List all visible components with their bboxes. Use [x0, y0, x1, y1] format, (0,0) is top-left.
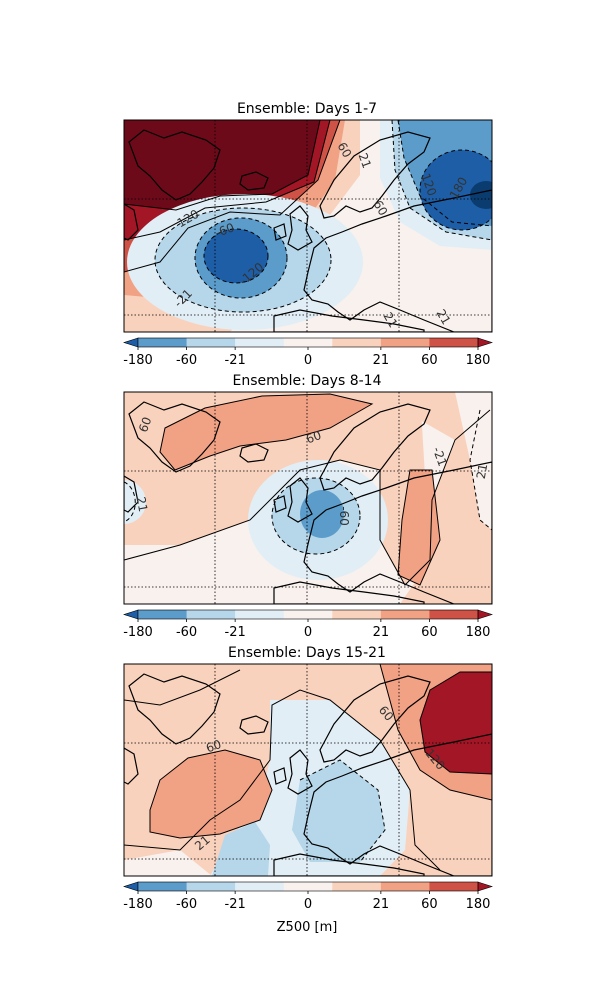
colorbar-segment	[429, 338, 479, 347]
colorbar-segment	[138, 610, 188, 619]
contour-label: 60	[136, 415, 154, 434]
colorbar-segment	[138, 338, 188, 347]
colorbar-tick-label: -60	[176, 353, 197, 368]
colorbar-tick-label: 0	[304, 897, 312, 912]
colorbar-tick-label: -21	[225, 625, 246, 640]
contour-label: 21	[134, 496, 150, 513]
colorbar-segment	[235, 882, 285, 891]
colorbar-tick-label: 60	[421, 625, 438, 640]
colorbars: -180 -60 -21 0 21 60 180-180 -60 -21 0 21 60 180-180…	[123, 337, 493, 912]
colorbar-tick-label: 60	[421, 353, 438, 368]
contour-label: 60	[204, 737, 223, 755]
colorbar-label: Z500 [m]	[277, 920, 338, 935]
map-frame	[123, 119, 493, 333]
colorbar-tick-label: 60	[421, 897, 438, 912]
colorbar-tick-label: -180	[123, 353, 153, 368]
colorbar-tick-label: -180	[123, 897, 153, 912]
colorbar-segment	[186, 338, 236, 347]
colorbar-segment	[186, 610, 236, 619]
panel-days-15-21: Ensemble: Days 15-21	[123, 645, 493, 877]
colorbar-segment	[332, 338, 382, 347]
colorbar-tick-label: 180	[466, 625, 491, 640]
colorbar-segment	[332, 610, 382, 619]
colorbar-tick-label: -21	[225, 897, 246, 912]
colorbar-extend-max	[477, 337, 493, 348]
colorbar-tick-label: -21	[225, 353, 246, 368]
panel-days-8-14: Ensemble: Days 8-14	[123, 373, 493, 605]
colorbar-segment	[138, 882, 188, 891]
colorbar-tick-label: -180	[123, 625, 153, 640]
panel-title: Ensemble: Days 15-21	[228, 645, 386, 661]
colorbar-extend-min	[123, 337, 139, 348]
contour-label: 60	[371, 198, 391, 218]
colorbar-tick-label: -60	[176, 897, 197, 912]
colorbar-segment	[429, 610, 479, 619]
colorbar-segment	[283, 882, 333, 891]
contour-label: 60	[304, 428, 323, 446]
colorbar-tick-label: 21	[373, 353, 390, 368]
colorbar-tick-label: 180	[466, 897, 491, 912]
colorbar-extend-max	[477, 609, 493, 620]
colorbar-segment	[380, 882, 430, 891]
contour-label: 60	[335, 140, 355, 160]
colorbar-tick-label: -60	[176, 625, 197, 640]
map-field: 60 21 60 120	[124, 664, 492, 876]
contour-label: -60	[337, 506, 351, 526]
colorbar-extend-max	[477, 881, 493, 892]
colorbar-segment	[283, 610, 333, 619]
colorbar-segment	[332, 882, 382, 891]
colorbar-tick-label: 21	[373, 897, 390, 912]
panel-title: Ensemble: Days 8-14	[233, 373, 382, 389]
contour-label: -60	[213, 220, 236, 240]
colorbar-segment	[235, 610, 285, 619]
colorbar-extend-min	[123, 881, 139, 892]
panel-title: Ensemble: Days 1-7	[237, 101, 377, 117]
contour-label: 21	[474, 463, 490, 480]
colorbar: -180 -60 -21 0 21 60 180	[123, 337, 493, 368]
colorbar-tick-label: 21	[373, 625, 390, 640]
contour-label: -21	[430, 445, 450, 468]
colorbar-segment	[186, 882, 236, 891]
colorbar-segment	[429, 882, 479, 891]
colorbar-segment	[283, 338, 333, 347]
contour-label: 21	[356, 151, 374, 170]
colorbar-extend-min	[123, 609, 139, 620]
contour-label: 21	[381, 310, 401, 330]
colorbar-segment	[380, 610, 430, 619]
colorbar-tick-label: 0	[304, 353, 312, 368]
colorbar-segment	[235, 338, 285, 347]
map-field: 120 -60 -120 -21 60 21 120 180 60 21 21	[124, 120, 492, 332]
map-frame	[123, 663, 493, 877]
colorbar-segment	[380, 338, 430, 347]
panel-days-1-7: Ensemble: Days 1-7	[123, 101, 493, 333]
contour-labels: 60 21 60 -21 21 -60	[134, 415, 491, 526]
contour-label: 21	[434, 307, 454, 327]
colorbar: -180 -60 -21 0 21 60 180	[123, 609, 493, 640]
colorbar-tick-label: 0	[304, 625, 312, 640]
colorbar: -180 -60 -21 0 21 60 180	[123, 881, 493, 912]
map-field: 60 21 60 -21 21 -60	[124, 392, 492, 604]
map-frame	[123, 391, 493, 605]
colorbar-tick-label: 180	[466, 353, 491, 368]
